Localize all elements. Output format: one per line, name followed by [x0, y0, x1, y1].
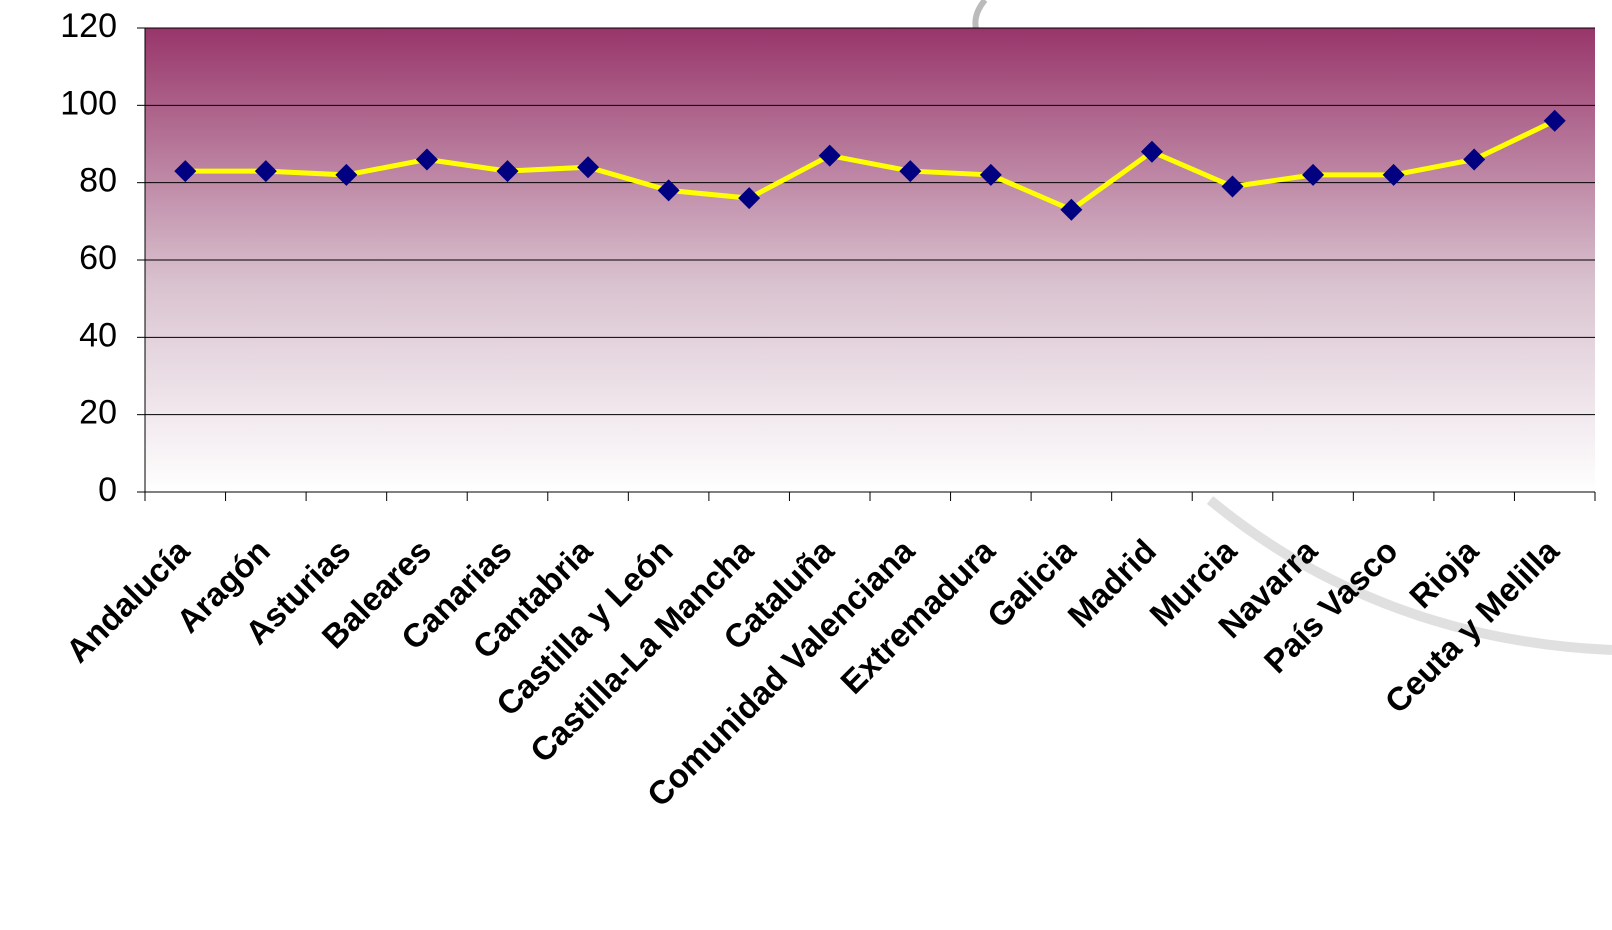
- marker: [1543, 109, 1566, 132]
- x-tick-label: Andalucía: [59, 531, 197, 669]
- y-tick-label: 0: [98, 471, 117, 509]
- y-tick-label: 60: [79, 239, 117, 277]
- marker: [1140, 140, 1163, 163]
- x-tick-label: Galicia: [980, 531, 1083, 634]
- marker: [818, 144, 841, 167]
- marker: [1060, 198, 1083, 221]
- marker: [899, 160, 922, 183]
- marker: [1463, 148, 1486, 171]
- y-tick-label: 100: [60, 84, 117, 122]
- marker: [335, 163, 358, 186]
- x-tick-label: Madrid: [1060, 532, 1163, 635]
- line: [185, 118, 1556, 213]
- marker: [657, 179, 680, 202]
- marker: [496, 160, 519, 183]
- y-tick-label: 40: [79, 316, 117, 354]
- y-tick-label: 120: [60, 7, 117, 45]
- decoration: [1206, 496, 1612, 655]
- marker: [254, 160, 277, 183]
- marker: [1221, 175, 1244, 198]
- marker: [738, 187, 761, 210]
- marker: [577, 156, 600, 179]
- marker: [174, 160, 197, 183]
- y-tick-label: 80: [79, 162, 117, 200]
- marker: [1302, 163, 1325, 186]
- y-tick-label: 20: [79, 394, 117, 432]
- marker: [1382, 163, 1405, 186]
- marker: [979, 163, 1002, 186]
- marker: [415, 148, 438, 171]
